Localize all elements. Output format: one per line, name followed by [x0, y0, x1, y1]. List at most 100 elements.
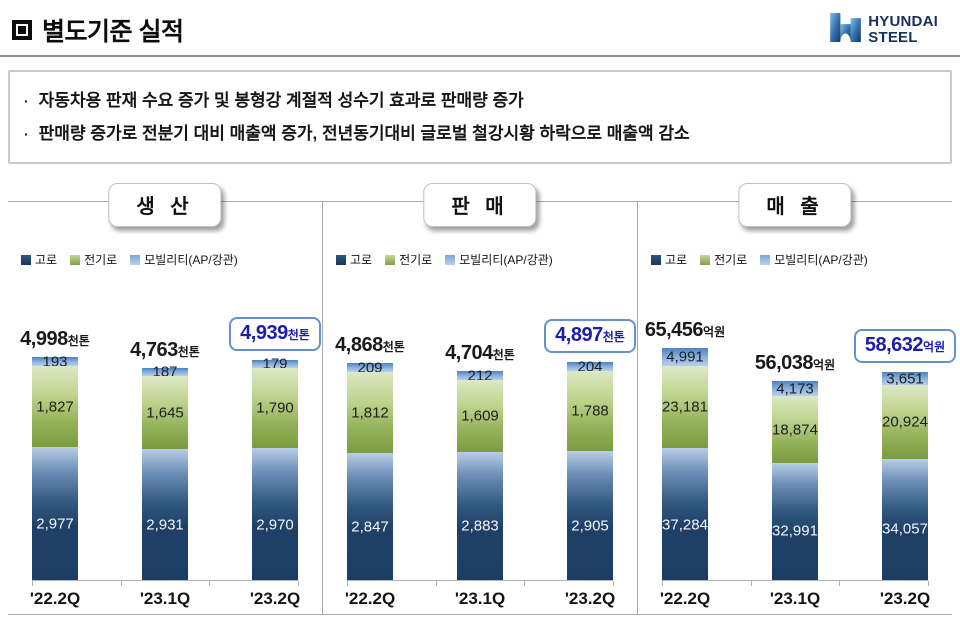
axis-tick — [662, 581, 663, 586]
bar-segment: 3,651 — [882, 370, 928, 387]
bars-row: 4,868천톤 209 1,812 2,847 4,704 천톤 212 1,609 2,883… — [335, 308, 636, 580]
x-axis-line — [32, 580, 299, 586]
total-unit: 천톤 — [287, 328, 310, 342]
bar-stack: 204 1,788 2,905 — [567, 358, 613, 580]
bar-segment: 1,790 — [252, 368, 298, 448]
legend-item: 고로 — [336, 251, 372, 268]
bar-column: 4,704천톤 212 1,609 2,883 — [445, 342, 515, 580]
bar-stack: 209 1,812 2,847 — [347, 359, 393, 580]
bar-stack: 3,651 20,924 34,057 — [882, 370, 928, 580]
bar-total: 4,868천톤 — [335, 334, 405, 357]
bar-segment: 212 — [457, 367, 503, 384]
segment-value-label: 1,609 — [461, 407, 499, 425]
bar-total-highlight: 4,939천톤 — [229, 317, 321, 351]
segment-value-label: 3,651 — [886, 370, 924, 387]
total-value: 4,704 — [445, 342, 493, 364]
bars-row: 65,456억원 4,991 23,181 37,284 56,038억원 4,173 18… — [645, 308, 957, 580]
legend-label: 전기로 — [84, 253, 118, 267]
category-row: '22.2Q '23.1Q '23.2Q — [660, 586, 931, 609]
segment-value-label: 37,284 — [662, 516, 708, 534]
bar-segment: 2,847 — [347, 453, 393, 580]
chart-panel: 판 매 고로 전기로 모빌리티(AP/강관) 4,868천톤 209 1,812 2,84… — [322, 183, 637, 614]
axis-tick — [347, 581, 348, 586]
legend-label: 모빌리티(AP/강관) — [459, 253, 553, 267]
chart-legend: 고로 전기로 모빌리티(AP/강관) — [21, 251, 238, 268]
category-row: '22.2Q '23.1Q '23.2Q — [344, 586, 616, 609]
section-square-icon — [12, 19, 32, 40]
segment-value-label: 212 — [467, 367, 493, 384]
bar-segment: 2,931 — [142, 449, 188, 580]
axis-tick — [524, 581, 526, 586]
bar-column: 4,763천톤 187 1,645 2,931 — [130, 339, 200, 580]
bar-segment: 1,827 — [32, 366, 78, 447]
category-label: '23.2Q — [879, 589, 931, 608]
segment-value-label: 2,970 — [256, 516, 294, 534]
summary-bullet: · 자동차용 판재 수요 증가 및 봉형강 계절적 성수기 효과로 판매량 증가 — [24, 84, 938, 117]
total-unit: 억원 — [923, 340, 946, 354]
header: 별도기준 실적 HYUNDAI STEEL — [0, 0, 960, 57]
bar-segment: 37,284 — [662, 448, 708, 580]
category-row: '22.2Q '23.1Q '23.2Q — [29, 586, 301, 609]
bar-segment: 34,057 — [882, 459, 928, 580]
total-unit: 천톤 — [382, 340, 405, 354]
legend-swatch-icon — [445, 254, 456, 265]
total-value: 4,897 — [555, 324, 603, 346]
axis-tick — [613, 581, 614, 586]
total-value: 4,998 — [20, 328, 68, 350]
axis-tick — [839, 581, 841, 586]
bar-segment: 23,181 — [662, 366, 708, 448]
chart-plot: 4,868천톤 209 1,812 2,847 4,704 천톤 212 1,609 2,883… — [335, 308, 636, 609]
legend-swatch-icon — [385, 254, 396, 265]
chart-panel: 매 출 고로 전기로 모빌리티(AP/강관) 65,456억원 4,991 23,181… — [637, 183, 957, 614]
legend-swatch-icon — [651, 254, 661, 265]
legend-swatch-icon — [70, 254, 81, 265]
summary-bullet: · 판매량 증가로 전분기 대비 매출액 증가, 전년동기대비 글로벌 철강시황… — [24, 117, 938, 150]
legend-swatch-icon — [336, 254, 346, 265]
bar-total: 65,456억원 — [645, 319, 725, 342]
category-label: '22.2Q — [29, 589, 81, 608]
page-title: 별도기준 실적 — [42, 17, 184, 46]
bar-column: 4,868천톤 209 1,812 2,847 — [335, 334, 405, 580]
bar-total-highlight: 58,632억원 — [853, 329, 957, 363]
category-label: '22.2Q — [344, 589, 396, 608]
bar-segment: 4,173 — [772, 380, 818, 397]
bar-stack: 212 1,609 2,883 — [457, 367, 503, 580]
legend-swatch-icon — [700, 254, 711, 265]
legend-item: 모빌리티(AP/강관) — [130, 251, 238, 268]
bar-segment: 179 — [252, 356, 298, 373]
total-unit: 천톤 — [67, 334, 90, 348]
segment-value-label: 2,977 — [36, 515, 74, 533]
logo-text: HYUNDAI STEEL — [868, 14, 938, 45]
bar-segment: 32,991 — [772, 463, 818, 580]
legend-label: 고로 — [350, 253, 373, 267]
legend-item: 전기로 — [70, 251, 117, 268]
bar-segment: 20,924 — [882, 385, 928, 459]
bar-total-highlight: 4,897천톤 — [544, 319, 636, 353]
bar-stack: 4,173 18,874 32,991 — [772, 380, 818, 580]
legend-item: 전기로 — [700, 251, 747, 268]
summary-bullet-text: 자동차용 판재 수요 증가 및 봉형강 계절적 성수기 효과로 판매량 증가 — [38, 91, 524, 110]
segment-value-label: 209 — [357, 359, 383, 376]
segment-value-label: 1,812 — [351, 404, 389, 421]
charts-row: 생 산 고로 전기로 모빌리티(AP/강관) 4,998천톤 193 1,827 2,97… — [8, 183, 957, 615]
total-value: 56,038 — [754, 352, 814, 374]
category-label: '23.2Q — [249, 589, 301, 608]
bar-column: 56,038억원 4,173 18,874 32,991 — [755, 352, 835, 580]
axis-tick — [435, 581, 437, 586]
bar-segment: 209 — [347, 359, 393, 376]
bar-segment: 18,874 — [772, 396, 818, 463]
legend-label: 고로 — [665, 253, 688, 267]
bar-segment: 1,609 — [457, 380, 503, 452]
axis-tick — [209, 581, 211, 586]
bar-segment: 2,883 — [457, 452, 503, 580]
logo-line1: HYUNDAI — [868, 13, 938, 31]
category-label: '23.2Q — [564, 589, 616, 608]
bar-segment: 2,905 — [567, 451, 613, 580]
axis-tick — [120, 581, 122, 586]
total-unit: 억원 — [813, 358, 836, 372]
legend-label: 전기로 — [714, 253, 748, 267]
axis-tick — [928, 581, 929, 586]
bar-total: 4,763천톤 — [130, 339, 200, 362]
bar-column: 65,456억원 4,991 23,181 37,284 — [645, 319, 725, 580]
bar-segment: 204 — [567, 358, 613, 375]
